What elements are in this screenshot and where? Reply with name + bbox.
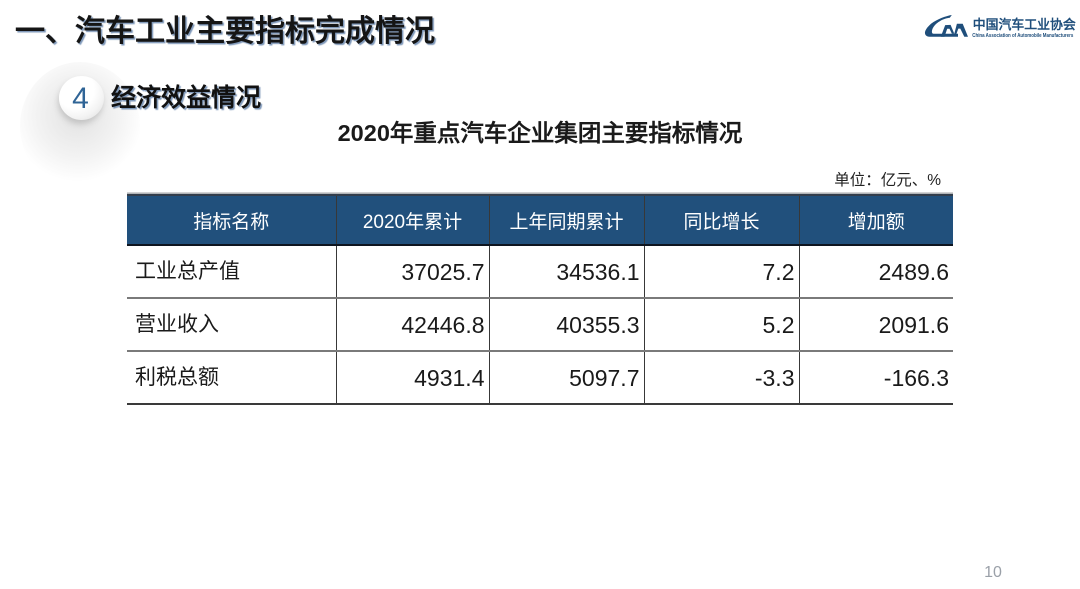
svg-text:China Association of Automobil: China Association of Automobile Manufact… [972, 33, 1073, 39]
svg-text:中国汽车工业协会: 中国汽车工业协会 [973, 17, 1077, 32]
